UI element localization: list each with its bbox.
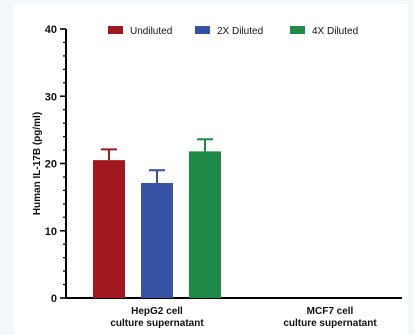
x-category-label: HepG2 cell [131, 306, 183, 317]
y-tick-label: 10 [45, 226, 57, 238]
legend-swatch [195, 26, 210, 34]
legend-label: Undiluted [130, 26, 172, 37]
y-tick-label: 30 [45, 91, 57, 103]
y-tick-label: 20 [45, 159, 57, 171]
x-category-label: culture supernatant [283, 318, 377, 329]
y-ticks: 0 10 20 30 40 [45, 24, 66, 305]
bar-2x-diluted [141, 183, 173, 298]
legend-swatch [290, 26, 305, 34]
y-tick-label: 40 [45, 24, 57, 36]
bars [93, 138, 221, 298]
legend-swatch [108, 26, 123, 34]
y-tick-label: 0 [51, 293, 57, 305]
x-category-label: MCF7 cell [307, 306, 354, 317]
legend: Undiluted 2X Diluted 4X Diluted [108, 26, 358, 37]
legend-label: 4X Diluted [312, 26, 358, 37]
y-axis-title: Human IL-17B (pg/ml) [32, 112, 43, 215]
legend-label: 2X Diluted [217, 26, 263, 37]
bar-4x-diluted [189, 151, 221, 298]
bar-undiluted [93, 160, 125, 298]
x-category-label: culture supernatant [110, 318, 204, 329]
